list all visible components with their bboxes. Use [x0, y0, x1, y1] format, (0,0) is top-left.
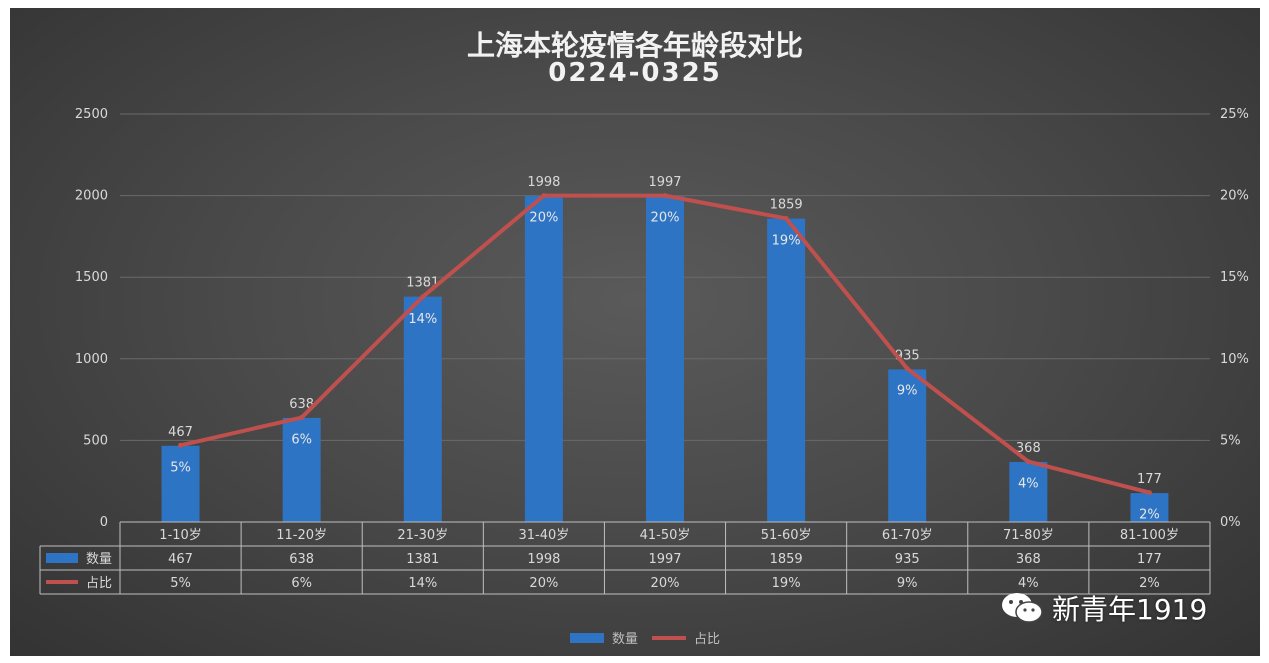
table-line-swatch — [46, 580, 78, 584]
table-cell-share: 20% — [651, 576, 680, 591]
share-label: 4% — [1018, 477, 1039, 492]
table-cell-share: 19% — [772, 576, 801, 591]
y-left-tick-label: 2500 — [75, 107, 108, 122]
bar — [403, 296, 442, 522]
bar — [282, 417, 321, 522]
share-label: 2% — [1139, 508, 1160, 523]
share-label: 5% — [170, 460, 191, 475]
share-label: 20% — [529, 211, 558, 226]
watermark-text: 新青年1919 — [1052, 593, 1208, 626]
legend-line-swatch — [652, 635, 687, 640]
table-row-header-count: 数量 — [86, 552, 112, 567]
share-point — [178, 442, 184, 448]
x-tick-label: 11-20岁 — [276, 528, 327, 543]
legend: 数量 占比 — [570, 628, 720, 647]
table-cell-share: 4% — [1018, 576, 1039, 591]
table-cell-share: 9% — [897, 576, 918, 591]
legend-bar-swatch — [570, 632, 604, 643]
bar-value-label: 467 — [168, 425, 193, 440]
chart-subtitle: 0224-0325 — [548, 58, 722, 88]
y-left-tick-label: 0 — [100, 515, 108, 530]
chart-svg: 0 500 1000 1500 2000 2500 0% 5% 10% 15% 20% 25% 467 6… — [39, 107, 1249, 595]
table-row-header-share: 占比 — [86, 576, 112, 591]
table-cell-count: 1859 — [770, 552, 803, 567]
bar — [646, 196, 684, 522]
table-cell-count: 638 — [289, 552, 314, 567]
bar-value-label: 1381 — [406, 276, 439, 291]
share-point — [420, 294, 426, 300]
y-right-tick-label: 5% — [1220, 433, 1241, 448]
bar — [888, 369, 927, 522]
share-label: 6% — [291, 433, 312, 448]
y-left-tick-label: 2000 — [75, 189, 108, 204]
x-tick-label: 61-70岁 — [882, 528, 933, 543]
bar — [1009, 461, 1048, 522]
x-tick-label: 41-50岁 — [640, 528, 691, 543]
legend-line-label: 占比 — [694, 632, 721, 647]
bar-value-label: 638 — [289, 397, 314, 412]
x-tick-label: 81-100岁 — [1120, 528, 1179, 543]
x-tick-label: 31-40岁 — [518, 528, 569, 543]
y-right-tick-label: 20% — [1220, 189, 1249, 204]
share-point — [541, 193, 547, 199]
share-label: 9% — [897, 384, 918, 399]
share-point — [783, 215, 789, 221]
bar — [1130, 493, 1169, 522]
table-cell-share: 6% — [291, 576, 312, 591]
bar-value-label: 1997 — [648, 175, 681, 190]
share-point — [299, 415, 305, 421]
table-cell-share: 14% — [408, 576, 437, 591]
bar — [767, 218, 806, 522]
y-right-tick-label: 0% — [1220, 515, 1241, 530]
share-label: 19% — [772, 233, 801, 248]
table-cell-count: 467 — [168, 552, 193, 567]
y-left-tick-label: 1500 — [75, 270, 108, 285]
share-point — [662, 193, 668, 199]
bar-value-label: 177 — [1137, 472, 1162, 487]
table-cell-count: 935 — [895, 552, 920, 567]
chart-title: 上海本轮疫情各年龄段对比 — [466, 29, 803, 62]
y-right-tick-label: 15% — [1220, 270, 1249, 285]
table-cell-share: 5% — [170, 576, 191, 591]
share-point — [904, 366, 910, 372]
share-label: 20% — [651, 211, 680, 226]
wechat-icon — [1002, 593, 1043, 623]
x-tick-label: 71-80岁 — [1003, 528, 1054, 543]
x-tick-label: 51-60岁 — [761, 528, 812, 543]
table-cell-count: 177 — [1137, 552, 1162, 567]
table-bar-swatch — [46, 553, 78, 563]
bar — [161, 445, 200, 522]
table-cell-share: 2% — [1139, 576, 1160, 591]
y-right-tick-label: 25% — [1220, 107, 1249, 122]
table-cell-share: 20% — [529, 576, 558, 591]
chart-frame: 上海本轮疫情各年龄段对比 0224-0325 0 500 1000 1500 2000 2… — [10, 8, 1260, 656]
y-left-tick-label: 500 — [83, 433, 108, 448]
share-point — [1025, 459, 1031, 465]
y-left-tick-label: 1000 — [75, 352, 108, 367]
legend-bar-label: 数量 — [612, 632, 639, 647]
table-cell-count: 1998 — [527, 552, 560, 567]
bar-value-label: 1998 — [527, 175, 560, 190]
bar-value-label: 1859 — [770, 198, 803, 213]
bar — [524, 195, 563, 523]
watermark: 新青年1919 — [1000, 588, 1207, 628]
y-right-tick-label: 10% — [1220, 352, 1249, 367]
x-tick-label: 21-30岁 — [397, 528, 448, 543]
share-point — [1146, 490, 1152, 496]
table-cell-count: 1997 — [648, 552, 681, 567]
table-cell-count: 368 — [1016, 552, 1041, 567]
share-label: 14% — [408, 312, 437, 327]
bar-value-label: 368 — [1016, 441, 1041, 456]
x-tick-label: 1-10岁 — [159, 528, 202, 543]
table-cell-count: 1381 — [406, 552, 439, 567]
